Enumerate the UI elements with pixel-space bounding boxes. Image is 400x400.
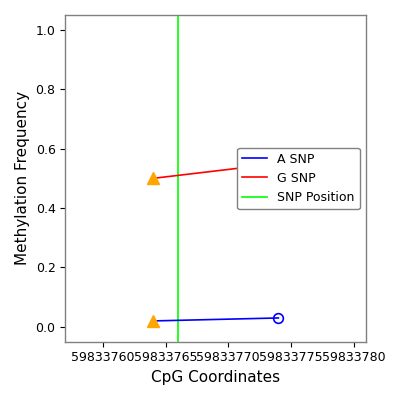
X-axis label: CpG Coordinates: CpG Coordinates <box>151 370 280 385</box>
Legend: A SNP, G SNP, SNP Position: A SNP, G SNP, SNP Position <box>238 148 360 209</box>
Y-axis label: Methylation Frequency: Methylation Frequency <box>15 91 30 266</box>
